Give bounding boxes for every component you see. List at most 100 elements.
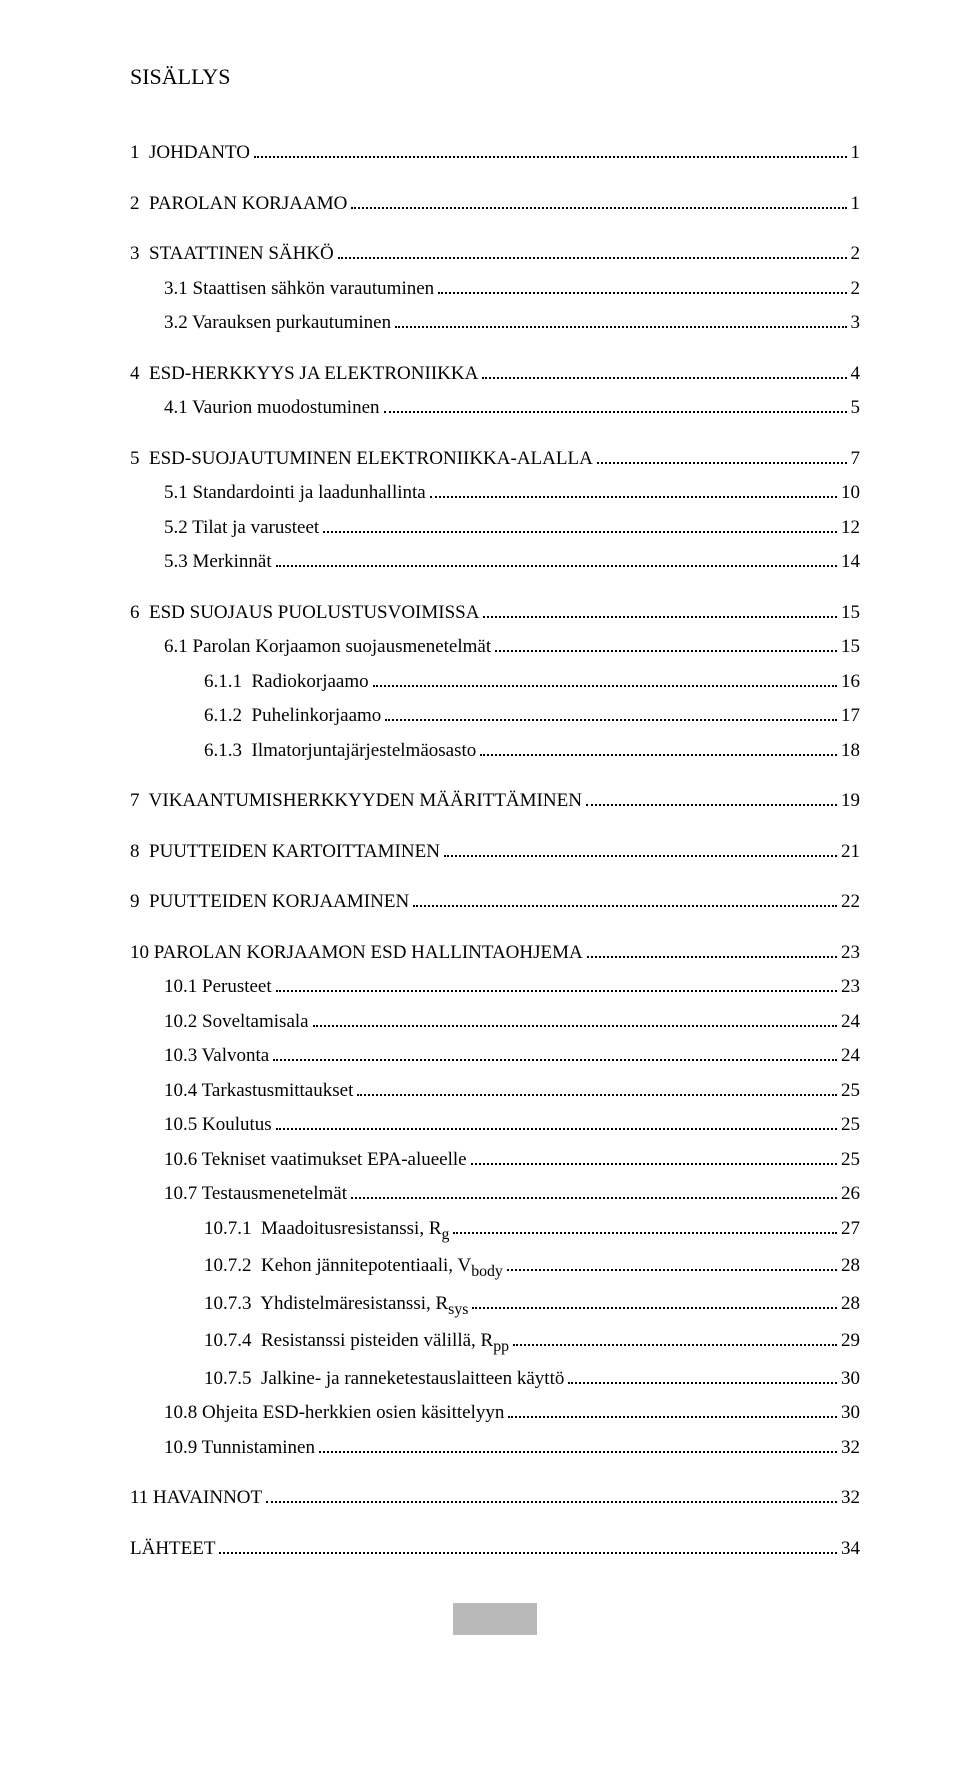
toc-entry-leader [568,1382,837,1384]
toc-entry-page: 1 [851,190,861,219]
toc-entry: 10.1 Perusteet 23 [130,973,860,1002]
toc-entry-page: 30 [841,1365,860,1394]
toc-entry-page: 12 [841,514,860,543]
toc-entry-label: 3 STAATTINEN SÄHKÖ [130,240,334,269]
toc-entry-label: 10 PAROLAN KORJAAMON ESD HALLINTAOHJEMA [130,939,583,968]
toc-entry-label: 8 PUUTTEIDEN KARTOITTAMINEN [130,838,440,867]
toc-entry-page: 15 [841,633,860,662]
toc-entry-leader [373,685,837,687]
toc-entry-page: 25 [841,1146,860,1175]
toc-entry-page: 28 [841,1290,860,1319]
toc-entry-leader [480,754,837,756]
toc-entry-page: 2 [851,275,861,304]
toc-entry-leader [351,1197,837,1199]
toc-entry-page: 21 [841,838,860,867]
toc-entry-subscript: pp [493,1338,509,1355]
toc-entry-page: 25 [841,1077,860,1106]
toc-entry-leader [586,804,837,806]
toc-entry: 4.1 Vaurion muodostuminen 5 [130,394,860,423]
toc-entry-page: 32 [841,1484,860,1513]
toc-entry: 1 JOHDANTO 1 [130,139,860,168]
toc-entry-leader [254,156,847,158]
toc-entry-leader [483,616,837,618]
toc-entry-label: 6.1.3 Ilmatorjuntajärjestelmäosasto [204,737,476,766]
toc-entry: 5.3 Merkinnät 14 [130,548,860,577]
toc-entry-subscript: sys [448,1300,468,1317]
toc-entry: 5.2 Tilat ja varusteet 12 [130,514,860,543]
toc-entry-page: 26 [841,1180,860,1209]
toc-entry-label: 6.1.1 Radiokorjaamo [204,668,369,697]
toc-entry: 3.1 Staattisen sähkön varautuminen 2 [130,275,860,304]
toc-entry-leader [273,1059,837,1061]
toc-entry-leader [385,719,837,721]
toc-entry-label: 7 VIKAANTUMISHERKKYYDEN MÄÄRITTÄMINEN [130,787,582,816]
toc-entry: 10.8 Ohjeita ESD-herkkien osien käsittel… [130,1399,860,1428]
toc-entry-label: LÄHTEET [130,1535,215,1564]
toc-entry-page: 14 [841,548,860,577]
toc-entry-leader [357,1094,837,1096]
toc-entry-page: 22 [841,888,860,917]
toc-entry: 10.7.2 Kehon jännitepotentiaali, Vbody 2… [130,1252,860,1284]
toc-entry-leader [276,565,837,567]
toc-entry-page: 3 [851,309,861,338]
toc-entry-page: 25 [841,1111,860,1140]
toc-entry: 10.5 Koulutus 25 [130,1111,860,1140]
toc-entry-leader [453,1232,837,1234]
toc-entry: LÄHTEET 34 [130,1535,860,1564]
toc-entry-leader [471,1163,837,1165]
toc-entry: 7 VIKAANTUMISHERKKYYDEN MÄÄRITTÄMINEN 19 [130,787,860,816]
toc-entry: 5 ESD-SUOJAUTUMINEN ELEKTRONIIKKA-ALALLA… [130,445,860,474]
toc-entry: 9 PUUTTEIDEN KORJAAMINEN 22 [130,888,860,917]
toc-entry-label: 10.7.5 Jalkine- ja ranneketestauslaittee… [204,1365,564,1394]
toc-entry-label: 9 PUUTTEIDEN KORJAAMINEN [130,888,409,917]
toc-entry-page: 28 [841,1252,860,1281]
toc-entry-leader [219,1552,837,1554]
toc-entry-label: 10.7 Testausmenetelmät [164,1180,347,1209]
toc-entry-leader [351,207,846,209]
toc-entry-label: 10.8 Ohjeita ESD-herkkien osien käsittel… [164,1399,504,1428]
footer-bar [453,1603,537,1635]
toc-entry: 10.7.5 Jalkine- ja ranneketestauslaittee… [130,1365,860,1394]
toc-entry-page: 32 [841,1434,860,1463]
toc-entry-label: 10.4 Tarkastusmittaukset [164,1077,353,1106]
toc-entry-leader [323,531,837,533]
toc-entry-label: 11 HAVAINNOT [130,1484,262,1513]
toc-entry-page: 23 [841,973,860,1002]
toc-entry: 10.9 Tunnistaminen 32 [130,1434,860,1463]
toc-entry-leader [472,1307,837,1309]
toc-entry-label: 10.2 Soveltamisala [164,1008,309,1037]
toc-entry-label: 3.2 Varauksen purkautuminen [164,309,391,338]
toc-entry-leader [430,496,837,498]
toc-entry-page: 10 [841,479,860,508]
toc-entry: 10.3 Valvonta 24 [130,1042,860,1071]
toc-entry: 10.7 Testausmenetelmät 26 [130,1180,860,1209]
toc-entry-leader [313,1025,837,1027]
toc-entry-leader [338,257,847,259]
toc-entry-label: 10.7.2 Kehon jännitepotentiaali, Vbody [204,1252,503,1284]
toc-entry-page: 18 [841,737,860,766]
toc-entry-label: 5.2 Tilat ja varusteet [164,514,319,543]
toc-entry-leader [597,462,847,464]
toc-entry: 5.1 Standardointi ja laadunhallinta 10 [130,479,860,508]
page-title: SISÄLLYS [130,60,860,93]
toc-entry: 6.1.1 Radiokorjaamo 16 [130,668,860,697]
toc-entry-leader [507,1269,837,1271]
toc-entry-label: 4 ESD-HERKKYYS JA ELEKTRONIIKKA [130,360,478,389]
toc-entry-label: 10.7.1 Maadoitusresistanssi, Rg [204,1215,449,1247]
toc-entry-label: 10.9 Tunnistaminen [164,1434,315,1463]
toc-entry: 8 PUUTTEIDEN KARTOITTAMINEN 21 [130,838,860,867]
toc-entry-page: 16 [841,668,860,697]
toc-entry-label: 10.6 Tekniset vaatimukset EPA-alueelle [164,1146,467,1175]
toc-entry-label: 10.3 Valvonta [164,1042,269,1071]
toc-entry-label: 2 PAROLAN KORJAAMO [130,190,347,219]
toc-entry-leader [276,990,837,992]
toc-entry-leader [508,1416,837,1418]
toc-entry-page: 1 [851,139,861,168]
toc-entry-leader [438,292,846,294]
toc-entry-leader [587,956,837,958]
toc-entry-leader [395,326,846,328]
toc-entry-page: 24 [841,1042,860,1071]
toc-entry-page: 15 [841,599,860,628]
toc-entry: 10.7.3 Yhdistelmäresistanssi, Rsys 28 [130,1290,860,1322]
toc-entry-label: 6.1.2 Puhelinkorjaamo [204,702,381,731]
